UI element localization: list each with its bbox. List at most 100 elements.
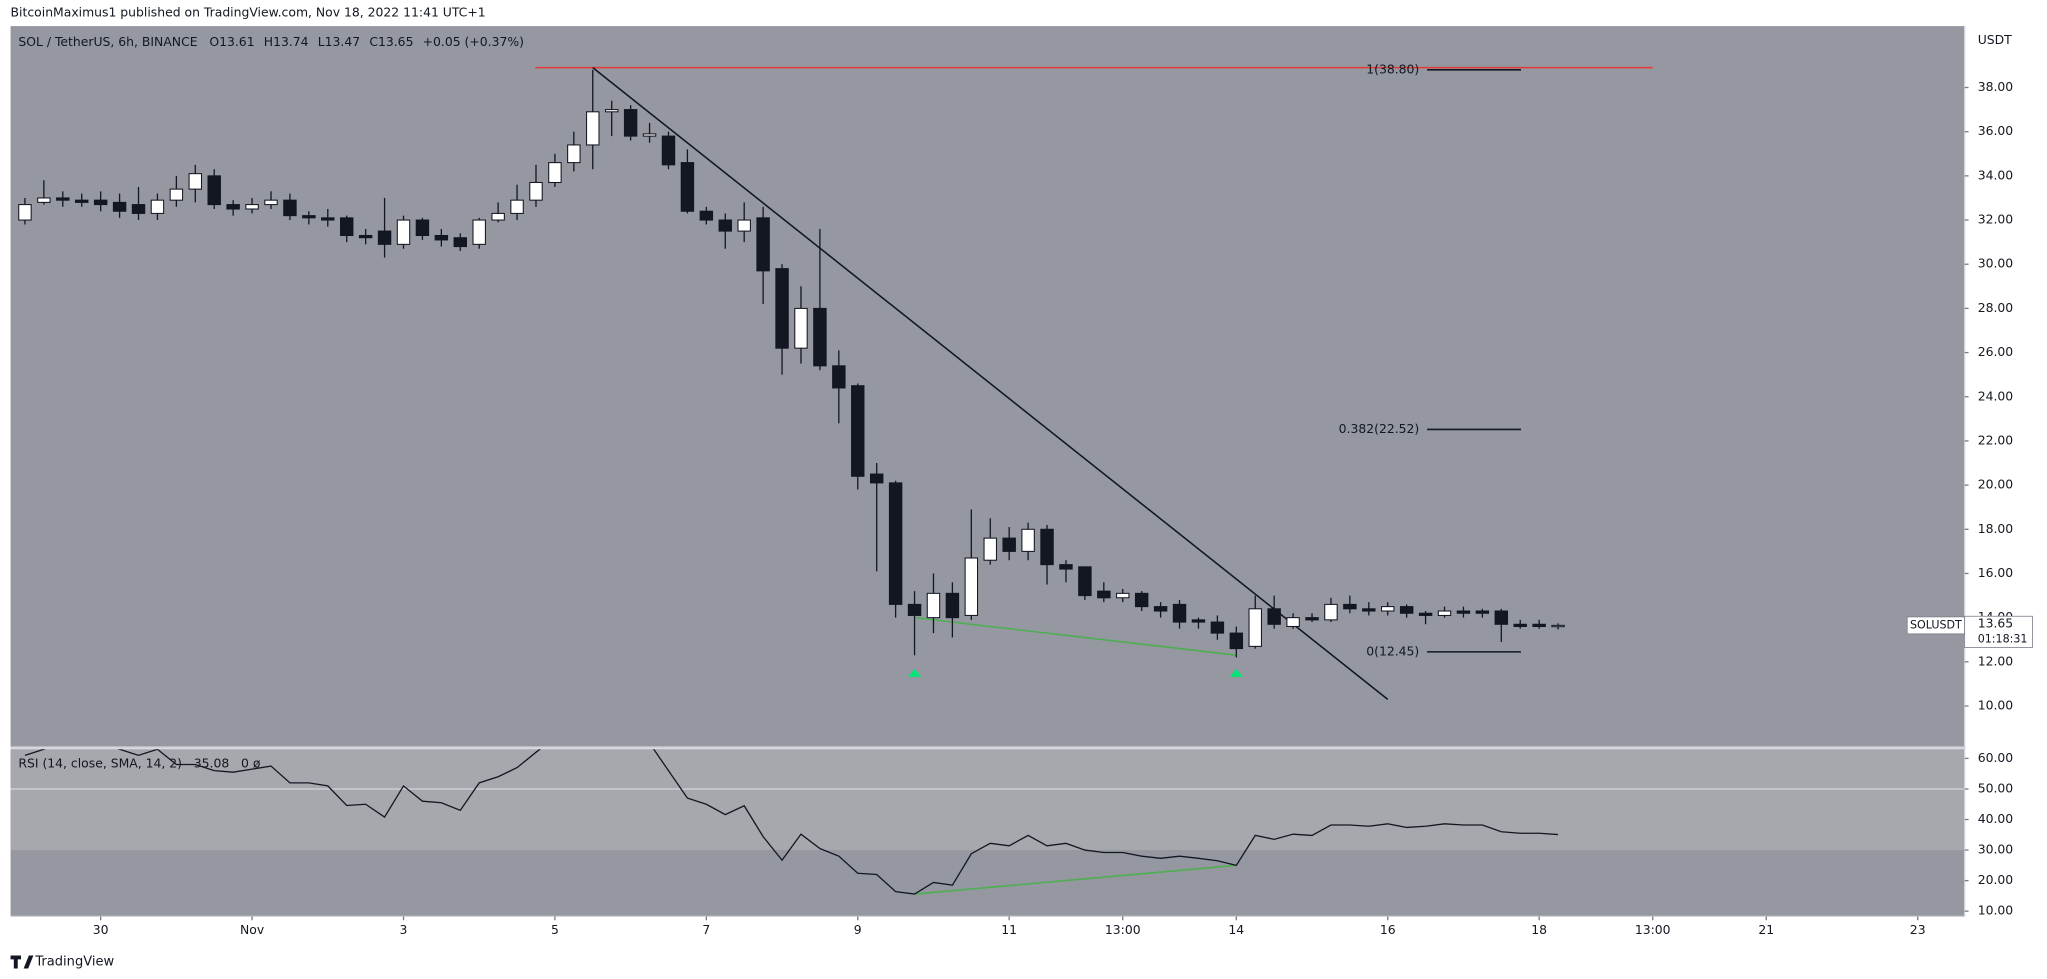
y-tick-label: 28.00 (1978, 300, 2014, 315)
candle-body (756, 217, 770, 272)
buy-arrow (1229, 668, 1243, 677)
candle-body (964, 557, 979, 616)
x-tick-label: 18 (1531, 922, 1547, 937)
rsi-tick-label: 20.00 (1978, 872, 2014, 887)
candle-body (1210, 621, 1225, 634)
y-tick-label: 22.00 (1978, 432, 2014, 447)
last-price-tag (1964, 615, 2033, 648)
candle-body (321, 217, 335, 221)
symbol-tag-text: SOLUSDT (1910, 618, 1962, 631)
y-tick-label: 30.00 (1978, 256, 2014, 271)
ohlc-label: H (264, 33, 273, 48)
candle-body (415, 219, 430, 237)
candle-body (1267, 608, 1281, 625)
candle-body (813, 307, 827, 367)
candle-body (434, 234, 449, 241)
candle-body (851, 385, 865, 477)
y-tick-label: 10.00 (1978, 698, 2014, 713)
price-divergence-line (914, 616, 1237, 656)
candle-body (680, 162, 695, 212)
rsi-line (24, 749, 1559, 895)
y-tick-label: 32.00 (1978, 212, 2014, 227)
y-tick-label: 34.00 (1978, 167, 2014, 182)
candle-body (491, 212, 505, 221)
x-tick-label: 13:00 (1635, 922, 1671, 937)
candle-body (453, 237, 468, 248)
footer-brand: TradingView (34, 955, 114, 970)
candle-body (1418, 612, 1433, 616)
candle-body (642, 133, 657, 137)
y-tick-label: 16.00 (1978, 565, 2014, 580)
y-tick-label: 38.00 (1978, 79, 2014, 94)
candle-body (396, 219, 411, 245)
y-tick-label: 20.00 (1978, 477, 2014, 492)
rsi-tick-label: 60.00 (1978, 750, 2014, 765)
x-tick-label: 16 (1380, 922, 1396, 937)
candle-body (1097, 590, 1111, 599)
candle-body (604, 109, 619, 113)
candle-body (472, 219, 486, 245)
candle-body (1513, 623, 1527, 628)
candle-body (926, 592, 941, 619)
descending-trendline (592, 67, 1389, 700)
candle-body (1229, 632, 1244, 650)
candle-body (1381, 606, 1395, 612)
rsi-divergence-line (914, 864, 1237, 895)
fib-level-label: 0.382(22.52) (1339, 421, 1420, 436)
candle-body (245, 204, 259, 210)
candle-body (1153, 606, 1168, 612)
candle-body (283, 199, 297, 217)
fib-level-label: 1(38.80) (1366, 61, 1419, 76)
candle-body (1172, 603, 1187, 623)
close-value: 13.65 (378, 33, 413, 48)
logo (10, 955, 34, 969)
fib-level-label: 0(12.45) (1366, 643, 1419, 658)
rsi-value: 35.08 (194, 755, 230, 770)
ohlc-label: L (318, 33, 325, 48)
candle-body (207, 175, 221, 206)
candle-body (1305, 617, 1319, 621)
candle-body (1494, 610, 1509, 625)
candle-body (18, 204, 32, 221)
y-tick-label: 12.00 (1978, 653, 2014, 668)
candle-body (1286, 617, 1300, 628)
candle-body (661, 135, 676, 166)
rsi-band (10, 749, 1965, 851)
y-axis-title: USDT (1978, 32, 2012, 47)
candle-body (1324, 603, 1338, 621)
candle-body (1343, 603, 1357, 610)
candle-body (75, 199, 89, 203)
candle-body (586, 111, 600, 146)
candle-body (623, 109, 638, 137)
rsi-tick-label: 30.00 (1978, 842, 2014, 857)
last-price: 13.65 (1978, 616, 2013, 631)
x-tick-label: 14 (1228, 922, 1244, 937)
candle-body (264, 199, 278, 206)
y-tick-label: 26.00 (1978, 344, 2014, 359)
candle-body (377, 230, 392, 245)
candle-body (794, 307, 808, 349)
x-tick-label: 7 (702, 922, 710, 937)
candle-body (1021, 528, 1035, 552)
candle-body (510, 199, 524, 214)
candle-body (775, 268, 789, 349)
candle-body (169, 188, 184, 201)
footer: TradingView (10, 955, 115, 970)
rsi-legend: RSI (14, close, SMA, 14, 2) 35.08 0 ø (18, 755, 260, 770)
candle-body (1002, 537, 1016, 552)
candle-body (1116, 592, 1130, 599)
candle-body (699, 210, 714, 221)
candle-body (832, 365, 846, 389)
candle-body (1248, 608, 1262, 647)
candle-body (567, 144, 581, 164)
candle-body (529, 181, 543, 201)
open-value: 13.61 (219, 33, 254, 48)
rsi-tick-label: 50.00 (1978, 780, 2014, 795)
x-tick-label: 21 (1758, 922, 1774, 937)
rsi-plot (24, 749, 1559, 895)
ohlc-label: C (369, 33, 378, 48)
candle-body (93, 199, 108, 206)
candle-body (1362, 608, 1376, 612)
